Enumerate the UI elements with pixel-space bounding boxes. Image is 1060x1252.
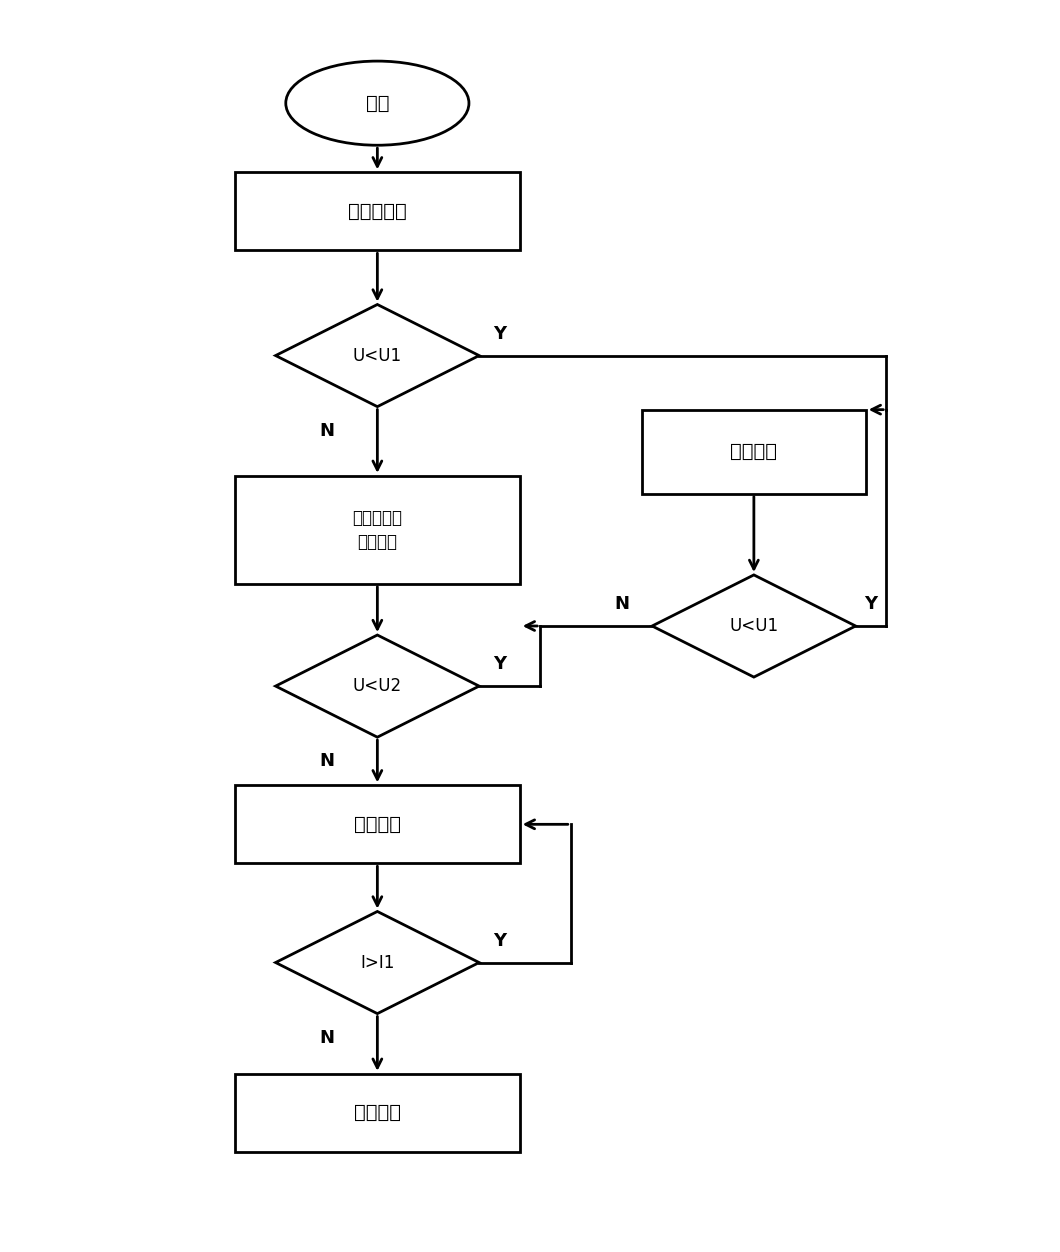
Text: N: N bbox=[319, 422, 334, 439]
Text: N: N bbox=[614, 596, 629, 613]
Text: 充满结束: 充满结束 bbox=[354, 1103, 401, 1122]
Bar bbox=[235, 476, 519, 583]
Polygon shape bbox=[276, 635, 479, 737]
Text: 系统初始化: 系统初始化 bbox=[348, 202, 407, 220]
Polygon shape bbox=[276, 304, 479, 407]
Text: 开始: 开始 bbox=[366, 94, 389, 113]
Text: 按最佳充电
曲线充电: 按最佳充电 曲线充电 bbox=[352, 510, 403, 551]
Polygon shape bbox=[652, 575, 855, 677]
Text: Y: Y bbox=[493, 931, 506, 950]
Bar bbox=[642, 409, 866, 493]
Text: Y: Y bbox=[864, 596, 878, 613]
Text: Y: Y bbox=[493, 656, 506, 674]
Text: Y: Y bbox=[493, 326, 506, 343]
Bar bbox=[235, 173, 519, 250]
Bar bbox=[235, 785, 519, 864]
Text: 恒压充电: 恒压充电 bbox=[354, 815, 401, 834]
Text: U<U1: U<U1 bbox=[353, 347, 402, 364]
Bar bbox=[235, 1074, 519, 1152]
Polygon shape bbox=[276, 911, 479, 1014]
Text: N: N bbox=[319, 1029, 334, 1047]
Text: I>I1: I>I1 bbox=[360, 954, 394, 972]
Text: N: N bbox=[319, 752, 334, 770]
Text: 涓流充电: 涓流充电 bbox=[730, 442, 777, 461]
Text: U<U2: U<U2 bbox=[353, 677, 402, 695]
Text: U<U1: U<U1 bbox=[729, 617, 778, 635]
Ellipse shape bbox=[286, 61, 469, 145]
